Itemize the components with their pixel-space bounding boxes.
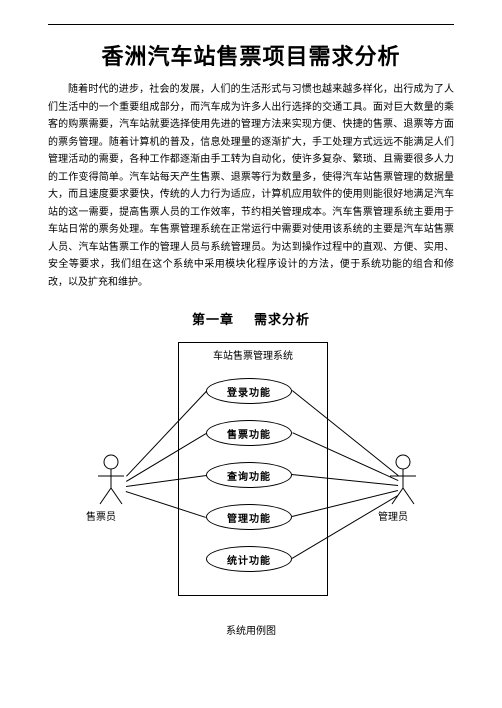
usecase-oval: 查询功能	[206, 462, 292, 488]
usecase-diagram: 车站售票管理系统 登录功能售票功能查询功能管理功能统计功能 售票员 管理员	[48, 336, 454, 616]
top-rule	[48, 24, 454, 25]
usecase-oval: 统计功能	[206, 546, 292, 572]
usecase-oval: 管理功能	[206, 504, 292, 530]
usecase-oval: 售票功能	[206, 420, 292, 446]
chapter-number: 第一章	[192, 312, 234, 327]
actor-left-label: 售票员	[86, 508, 116, 523]
diagram-caption: 系统用例图	[48, 622, 454, 637]
actor-right-label: 管理员	[378, 508, 408, 523]
usecase-oval: 登录功能	[206, 378, 292, 404]
system-title: 车站售票管理系统	[179, 343, 327, 366]
actor-right-icon	[388, 454, 418, 506]
actor-left-icon	[96, 454, 126, 506]
intro-paragraph: 随着时代的进步，社会的发展，人们的生活形式与习惯也越来越多样化，出行成为了人们生…	[48, 81, 454, 291]
chapter-title: 需求分析	[254, 312, 310, 327]
document-title: 香洲汽车站售票项目需求分析	[48, 39, 454, 71]
chapter-heading: 第一章 需求分析	[48, 309, 454, 328]
